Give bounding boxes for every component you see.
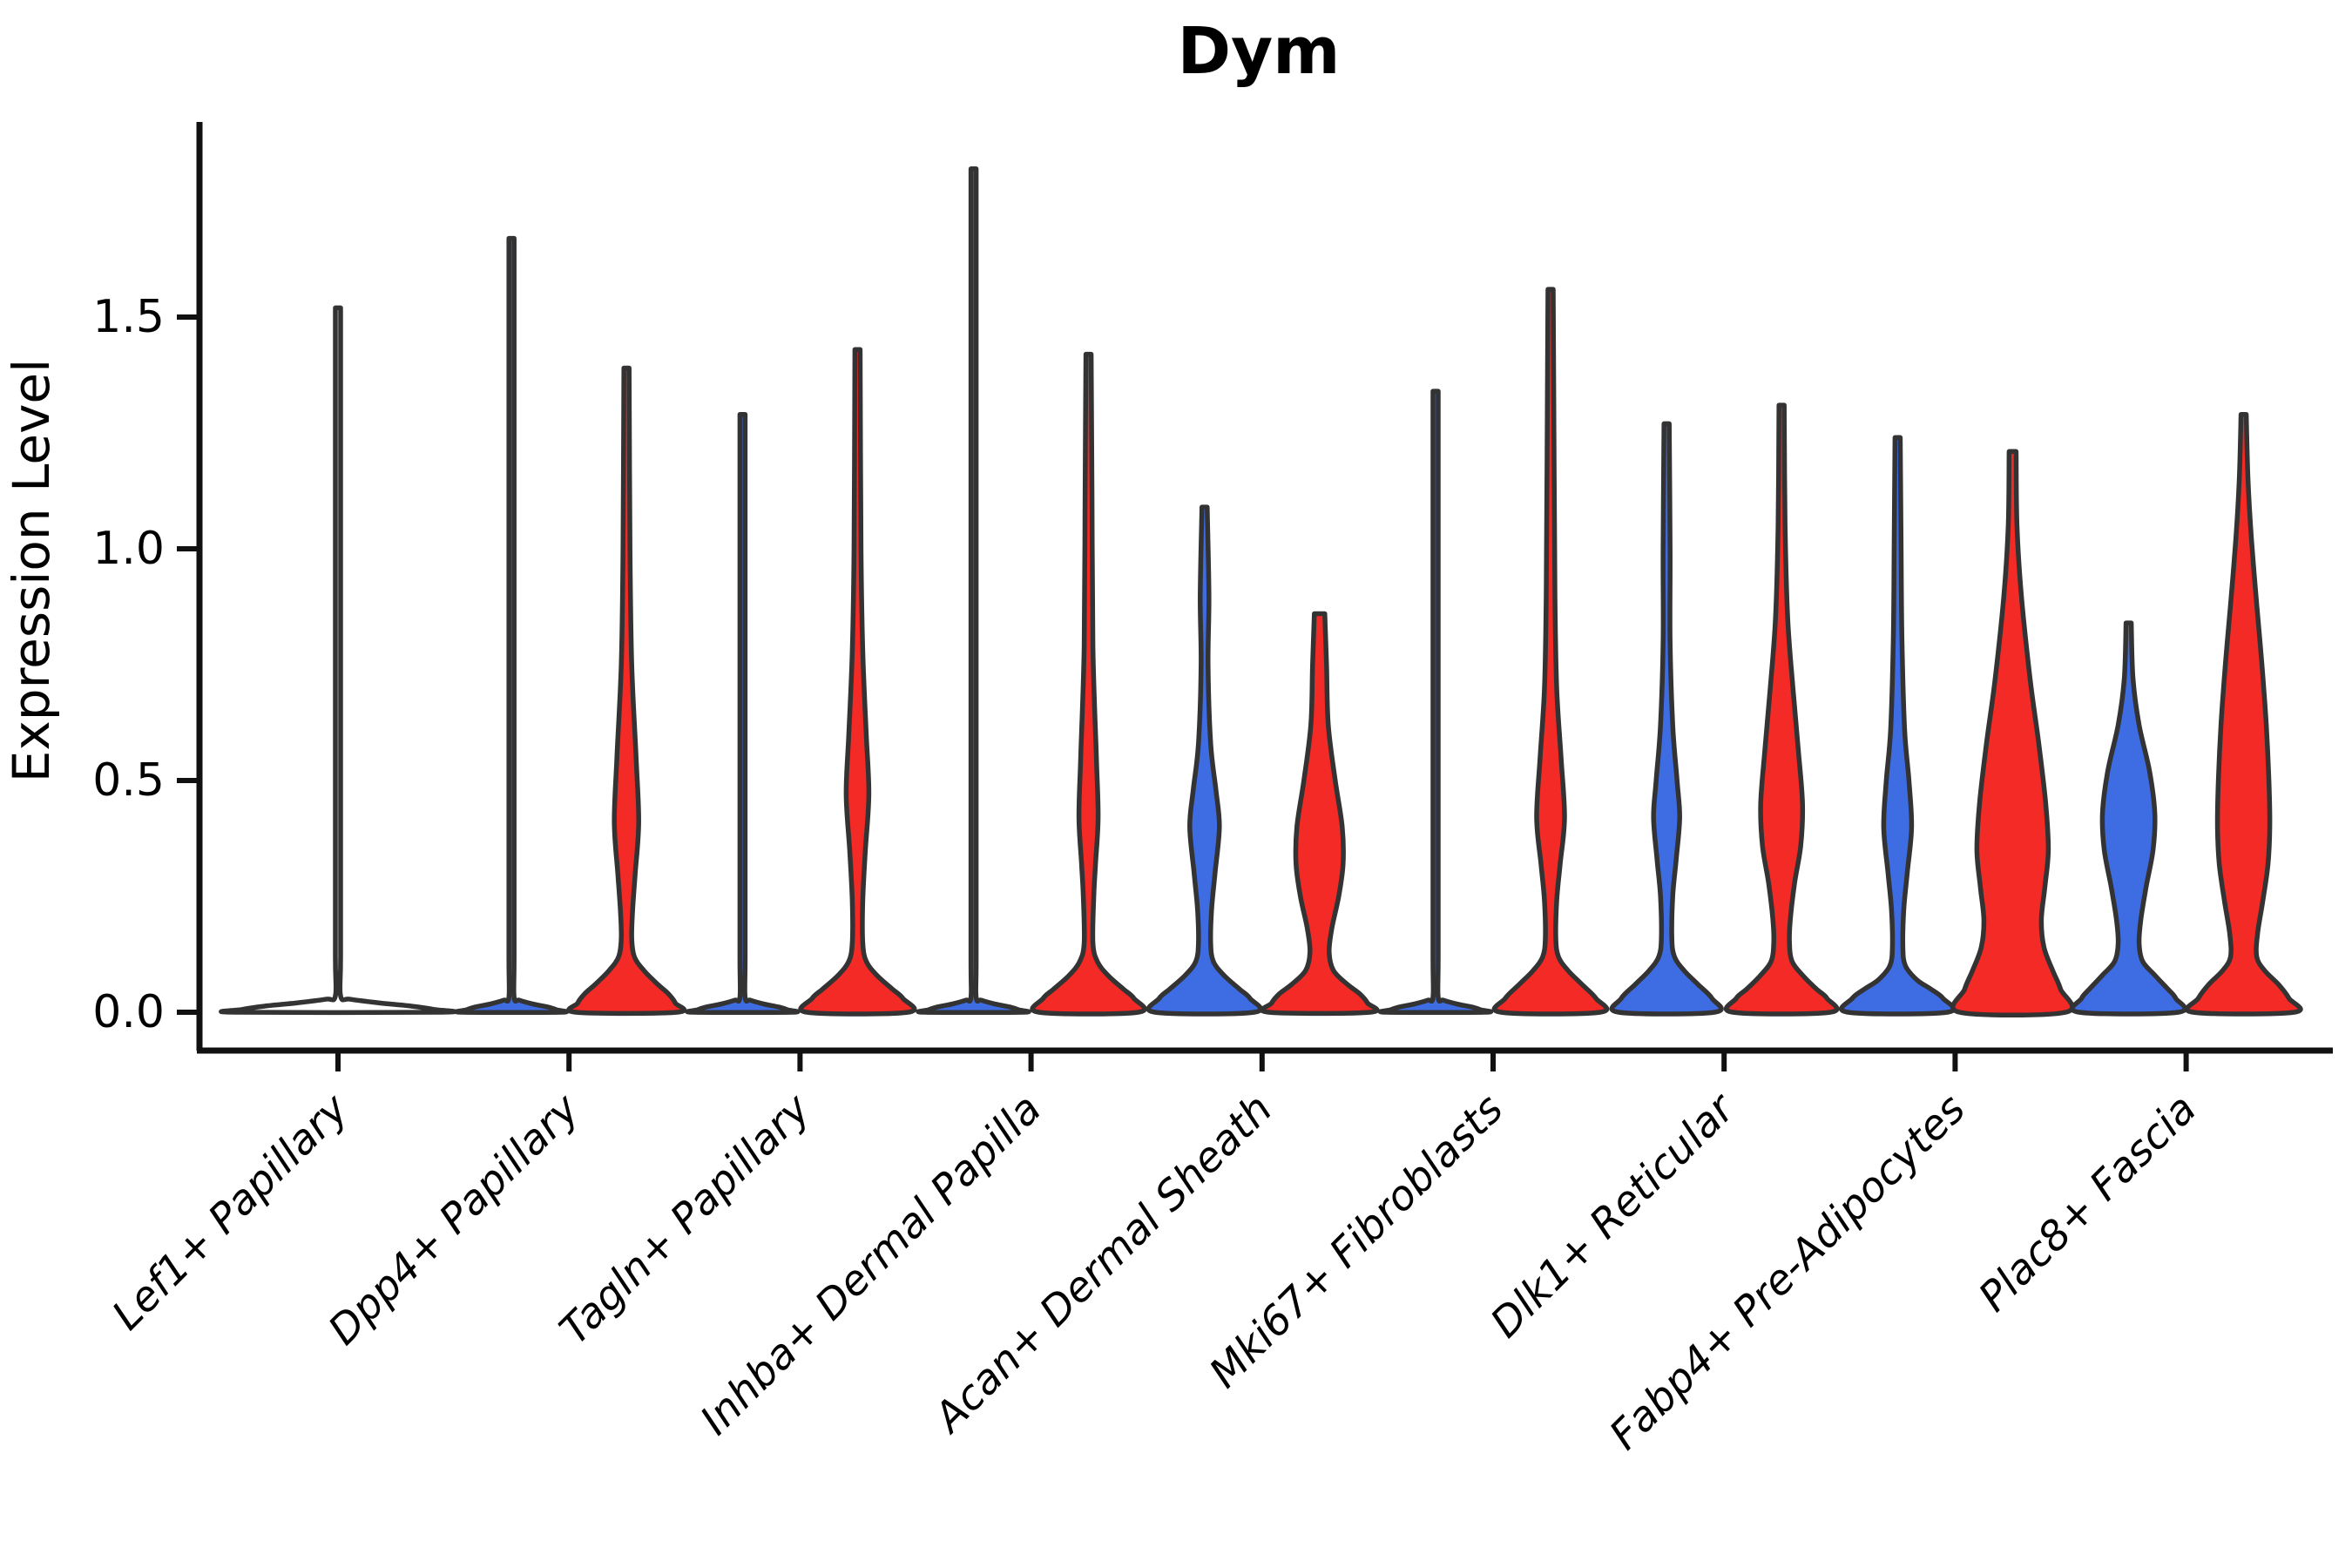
violin-inhba-dermal-papilla-A <box>916 166 1031 1016</box>
violin-series <box>219 166 2303 1018</box>
x-tick-label: Lef1+ Papillary <box>103 1085 358 1340</box>
plot-title: Dym <box>1178 14 1341 89</box>
violin-mki67-fibroblasts-A <box>1377 389 1494 1016</box>
y-axis-label: Expression Level <box>2 359 61 782</box>
x-tick-label: Plac8+ Fascia <box>1970 1085 2206 1321</box>
violin-dlk1-reticular-B <box>1724 402 1840 1017</box>
violin-plac8-fascia-B <box>2184 411 2303 1017</box>
violin-inhba-dermal-papilla-B <box>1030 351 1147 1017</box>
y-tick-label: 1.0 <box>92 523 165 575</box>
violin-plac8-fascia-A <box>2070 620 2188 1017</box>
violin-dlk1-reticular-A <box>1609 421 1724 1017</box>
violin-dpp4-papillary-A <box>454 235 570 1016</box>
x-tick-label: Tagln+ Papillary <box>551 1085 821 1355</box>
violin-fabp4-pre-adipocytes-B <box>1950 449 2075 1018</box>
violin-acan-dermal-sheath-A <box>1146 504 1263 1017</box>
violin-lef1-papillary-combined <box>219 305 457 1016</box>
violin-dpp4-papillary-B <box>566 365 687 1017</box>
violin-tagln-papillary-B <box>798 347 917 1017</box>
y-tick-label: 0.0 <box>92 986 165 1038</box>
violin-acan-dermal-sheath-B <box>1260 611 1380 1017</box>
y-tick-label: 1.5 <box>92 291 165 343</box>
violin-mki67-fibroblasts-B <box>1491 287 1610 1017</box>
violin-tagln-papillary-A <box>685 411 801 1016</box>
x-tick-label: Dpp4+ Papillary <box>320 1085 590 1355</box>
y-tick-label: 0.5 <box>92 754 165 807</box>
x-tick-label: Dlk1+ Reticular <box>1482 1084 1746 1348</box>
violin-fabp4-pre-adipocytes-A <box>1839 435 1957 1017</box>
